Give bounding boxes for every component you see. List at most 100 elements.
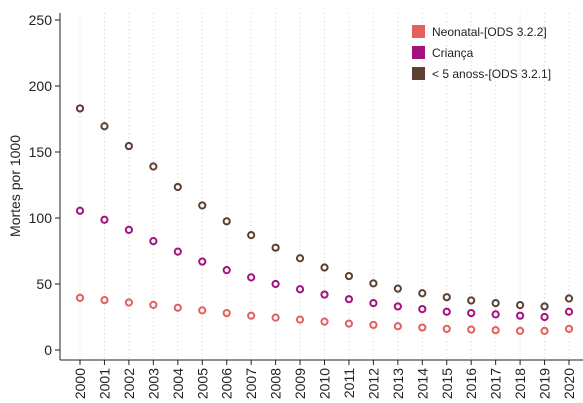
data-point-series-0-2000 bbox=[75, 293, 85, 302]
data-point-series-0-2010 bbox=[320, 317, 329, 326]
x-tick-label: 2020 bbox=[561, 368, 577, 399]
data-point-series-0-2017 bbox=[491, 326, 500, 335]
data-point-series-2-2018 bbox=[516, 301, 525, 310]
x-tick-label: 2000 bbox=[72, 368, 88, 399]
data-point-series-1-2007 bbox=[247, 273, 256, 282]
data-point-series-1-2018 bbox=[516, 311, 525, 320]
data-point-series-2-2006 bbox=[222, 217, 231, 226]
data-point-series-1-2020 bbox=[564, 307, 574, 316]
data-point-series-2-2012 bbox=[369, 279, 378, 288]
legend-swatch-1 bbox=[412, 46, 425, 59]
data-point-series-1-2017 bbox=[491, 310, 500, 319]
y-tick-label: 50 bbox=[36, 276, 52, 292]
data-point-series-1-2003 bbox=[149, 237, 158, 246]
legend-swatch-2 bbox=[412, 67, 425, 80]
x-tick-label: 2004 bbox=[170, 368, 186, 399]
axis-layer bbox=[59, 13, 583, 361]
data-point-series-1-2001 bbox=[100, 215, 109, 224]
data-point-series-2-2014 bbox=[418, 289, 427, 298]
y-tick-label: 0 bbox=[44, 342, 52, 358]
data-point-series-2-2010 bbox=[320, 263, 329, 272]
data-point-series-2-2008 bbox=[271, 243, 280, 252]
x-tick-label: 2017 bbox=[488, 368, 504, 399]
data-point-series-0-2015 bbox=[442, 324, 451, 333]
x-tick-label: 2014 bbox=[414, 368, 430, 399]
data-point-series-1-2019 bbox=[540, 312, 549, 322]
data-point-series-0-2019 bbox=[540, 326, 549, 335]
data-point-series-0-2006 bbox=[222, 308, 231, 318]
x-tick-label: 2005 bbox=[194, 368, 210, 399]
data-point-series-0-2016 bbox=[467, 325, 476, 334]
data-point-series-1-2013 bbox=[393, 302, 402, 311]
data-point-series-2-2003 bbox=[149, 162, 158, 171]
data-point-series-1-2012 bbox=[369, 299, 378, 308]
legend-label-2: < 5 anoss-[ODS 3.2.1] bbox=[432, 67, 551, 81]
data-point-series-2-2017 bbox=[491, 299, 500, 308]
data-point-series-1-2016 bbox=[467, 308, 476, 318]
x-tick-layer: 2000 2001 2002 2003 2004 2005 2006 2007 2008 2009… bbox=[72, 360, 577, 399]
data-point-series-2-2013 bbox=[393, 284, 402, 293]
data-point-series-2-2007 bbox=[247, 231, 256, 240]
data-point-series-1-2015 bbox=[442, 307, 451, 316]
data-point-series-1-2008 bbox=[271, 279, 280, 289]
x-tick-label: 2013 bbox=[390, 368, 406, 399]
data-point-series-2-2015 bbox=[442, 293, 451, 302]
legend-label-0: Neonatal-[ODS 3.2.2] bbox=[432, 25, 547, 39]
data-point-series-0-2013 bbox=[393, 322, 402, 331]
x-tick-label: 2016 bbox=[463, 368, 479, 399]
data-point-series-1-2000 bbox=[75, 206, 85, 215]
x-tick-label: 2011 bbox=[341, 368, 357, 398]
x-tick-label: 2001 bbox=[96, 368, 112, 399]
data-point-series-1-2005 bbox=[198, 257, 207, 266]
data-point-series-1-2010 bbox=[320, 290, 329, 299]
y-axis-title: Mortes por 1000 bbox=[7, 135, 23, 237]
data-point-series-0-2007 bbox=[247, 311, 256, 320]
data-point-series-0-2009 bbox=[295, 315, 305, 324]
y-tick-label: 200 bbox=[29, 78, 53, 94]
data-point-series-2-2005 bbox=[198, 201, 207, 210]
x-tick-label: 2010 bbox=[317, 368, 333, 399]
data-point-series-0-2001 bbox=[100, 296, 109, 305]
points-layer bbox=[75, 104, 574, 335]
y-tick-label: 100 bbox=[29, 210, 53, 226]
data-point-series-1-2009 bbox=[295, 285, 305, 294]
data-point-series-2-2002 bbox=[124, 141, 133, 151]
legend-swatch-0 bbox=[412, 25, 425, 38]
data-point-series-0-2018 bbox=[516, 326, 525, 335]
data-point-series-2-2009 bbox=[295, 254, 305, 263]
data-point-series-1-2006 bbox=[222, 266, 231, 275]
data-point-series-2-2020 bbox=[564, 294, 574, 303]
data-point-series-0-2002 bbox=[124, 298, 133, 307]
data-point-series-0-2008 bbox=[271, 313, 280, 322]
x-tick-label: 2007 bbox=[243, 368, 259, 399]
data-point-series-1-2002 bbox=[124, 225, 133, 234]
data-point-series-0-2003 bbox=[149, 300, 158, 309]
x-tick-label: 2006 bbox=[219, 368, 235, 399]
data-point-series-2-2016 bbox=[467, 296, 476, 305]
data-point-series-0-2020 bbox=[564, 324, 574, 333]
x-tick-label: 2012 bbox=[365, 368, 381, 399]
x-tick-label: 2018 bbox=[512, 368, 528, 399]
y-tick-label: 250 bbox=[29, 12, 53, 28]
data-point-series-1-2011 bbox=[344, 295, 354, 304]
data-point-series-0-2004 bbox=[173, 303, 182, 312]
x-tick-label: 2002 bbox=[121, 368, 137, 399]
data-point-series-2-2001 bbox=[100, 122, 109, 131]
y-tick-layer: 0 50 100 150 200 250 bbox=[29, 12, 60, 358]
data-point-series-1-2004 bbox=[173, 247, 182, 256]
data-point-series-2-2000 bbox=[75, 104, 85, 113]
x-tick-label: 2003 bbox=[145, 368, 161, 399]
legend: Neonatal-[ODS 3.2.2] Criança < 5 anoss-[OD… bbox=[412, 25, 551, 81]
x-tick-label: 2008 bbox=[268, 368, 284, 399]
data-point-series-0-2014 bbox=[418, 323, 427, 332]
data-point-series-0-2011 bbox=[344, 319, 354, 328]
data-point-series-2-2004 bbox=[173, 182, 182, 192]
y-tick-label: 150 bbox=[29, 144, 53, 160]
data-point-series-0-2005 bbox=[198, 306, 207, 315]
data-point-series-0-2012 bbox=[369, 320, 378, 330]
data-point-series-2-2019 bbox=[540, 302, 549, 311]
x-tick-label: 2009 bbox=[292, 368, 308, 399]
data-point-series-2-2011 bbox=[344, 271, 354, 281]
